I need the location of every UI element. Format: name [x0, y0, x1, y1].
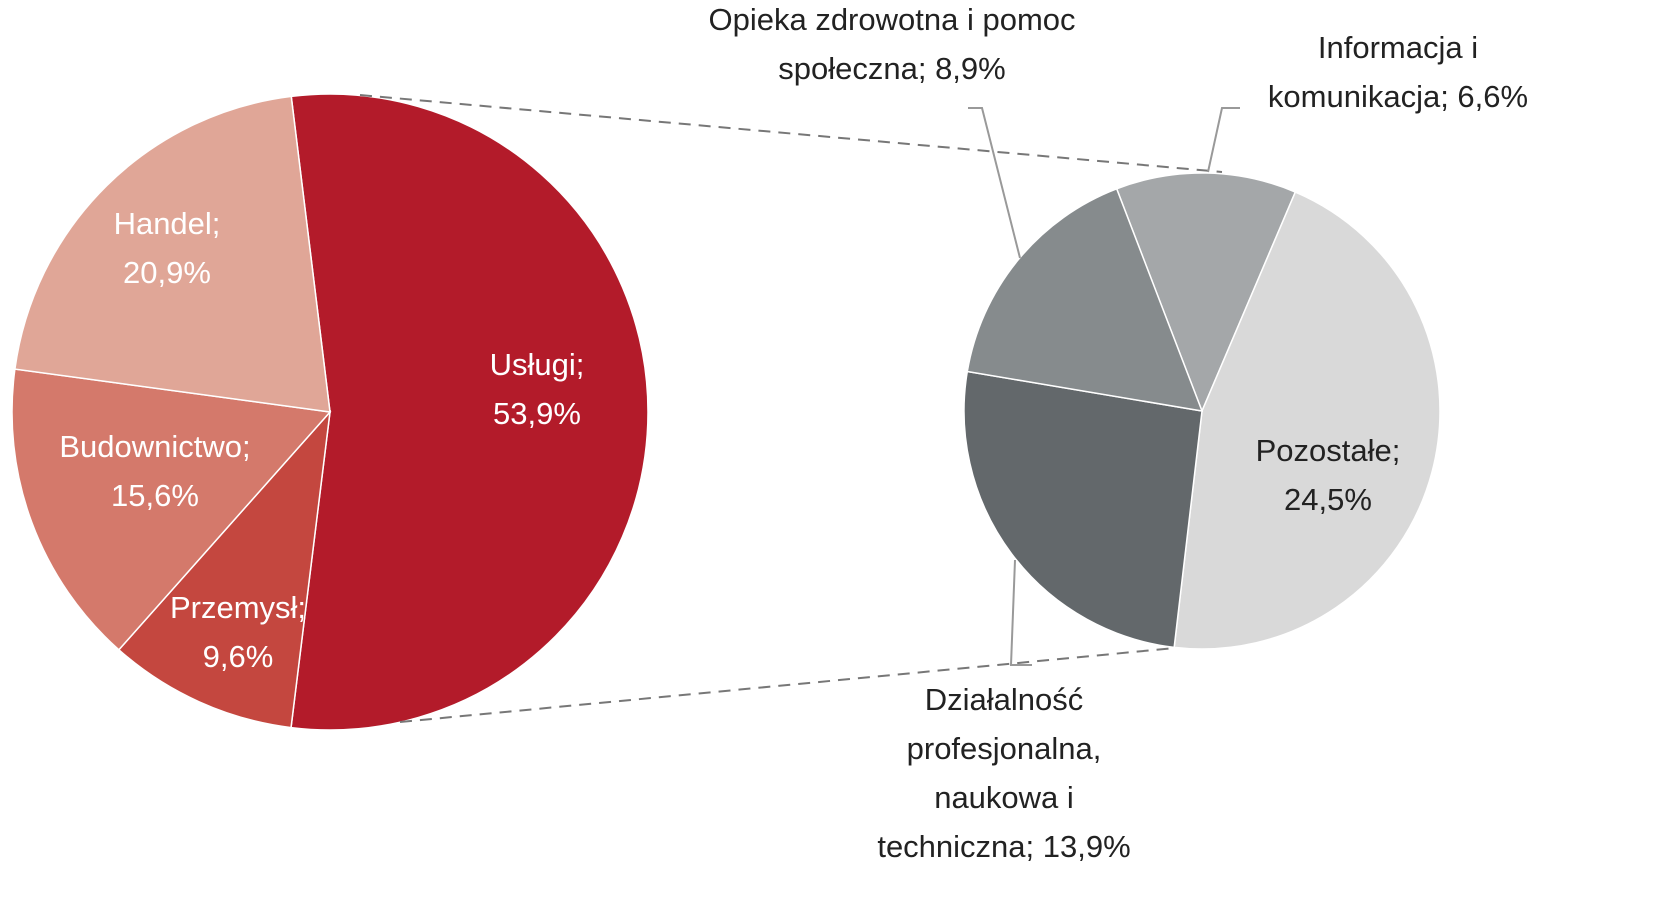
pie-slice	[11, 368, 332, 651]
slice-label: naukowa i	[934, 780, 1074, 815]
slice-label: 20,9%	[123, 255, 211, 290]
leader-line	[968, 107, 1021, 259]
pie-slice	[963, 370, 1203, 649]
slice-label: Informacja i	[1318, 30, 1478, 65]
pie-slice	[14, 95, 331, 413]
slice-label: techniczna; 13,9%	[877, 829, 1130, 864]
slice-label: komunikacja; 6,6%	[1268, 79, 1528, 114]
slice-label: 53,9%	[493, 396, 581, 431]
slice-label: 9,6%	[203, 639, 274, 674]
slice-label: Pozostałe;	[1256, 433, 1401, 468]
slice-label: Opieka zdrowotna i pomoc	[708, 2, 1075, 37]
connector-line	[399, 647, 1176, 723]
pie-slice	[290, 93, 649, 731]
slice-label: Usługi;	[490, 347, 585, 382]
connector-line	[359, 94, 1223, 173]
leader-line	[1207, 107, 1240, 173]
pie-slice	[117, 409, 332, 729]
slice-label: społeczna; 8,9%	[778, 51, 1005, 86]
leader-line	[1009, 559, 1032, 666]
slice-label: Przemysł;	[170, 590, 306, 625]
slice-label: profesjonalna,	[907, 731, 1102, 766]
slice-label: 24,5%	[1284, 482, 1372, 517]
slice-label: Handel;	[114, 206, 221, 241]
slice-label: Działalność	[925, 682, 1084, 717]
slice-label: Budownictwo;	[59, 429, 250, 464]
pie-slice	[1173, 191, 1441, 650]
slice-label: 15,6%	[111, 478, 199, 513]
pie-slice	[1115, 172, 1297, 413]
pie-slice	[966, 187, 1204, 412]
